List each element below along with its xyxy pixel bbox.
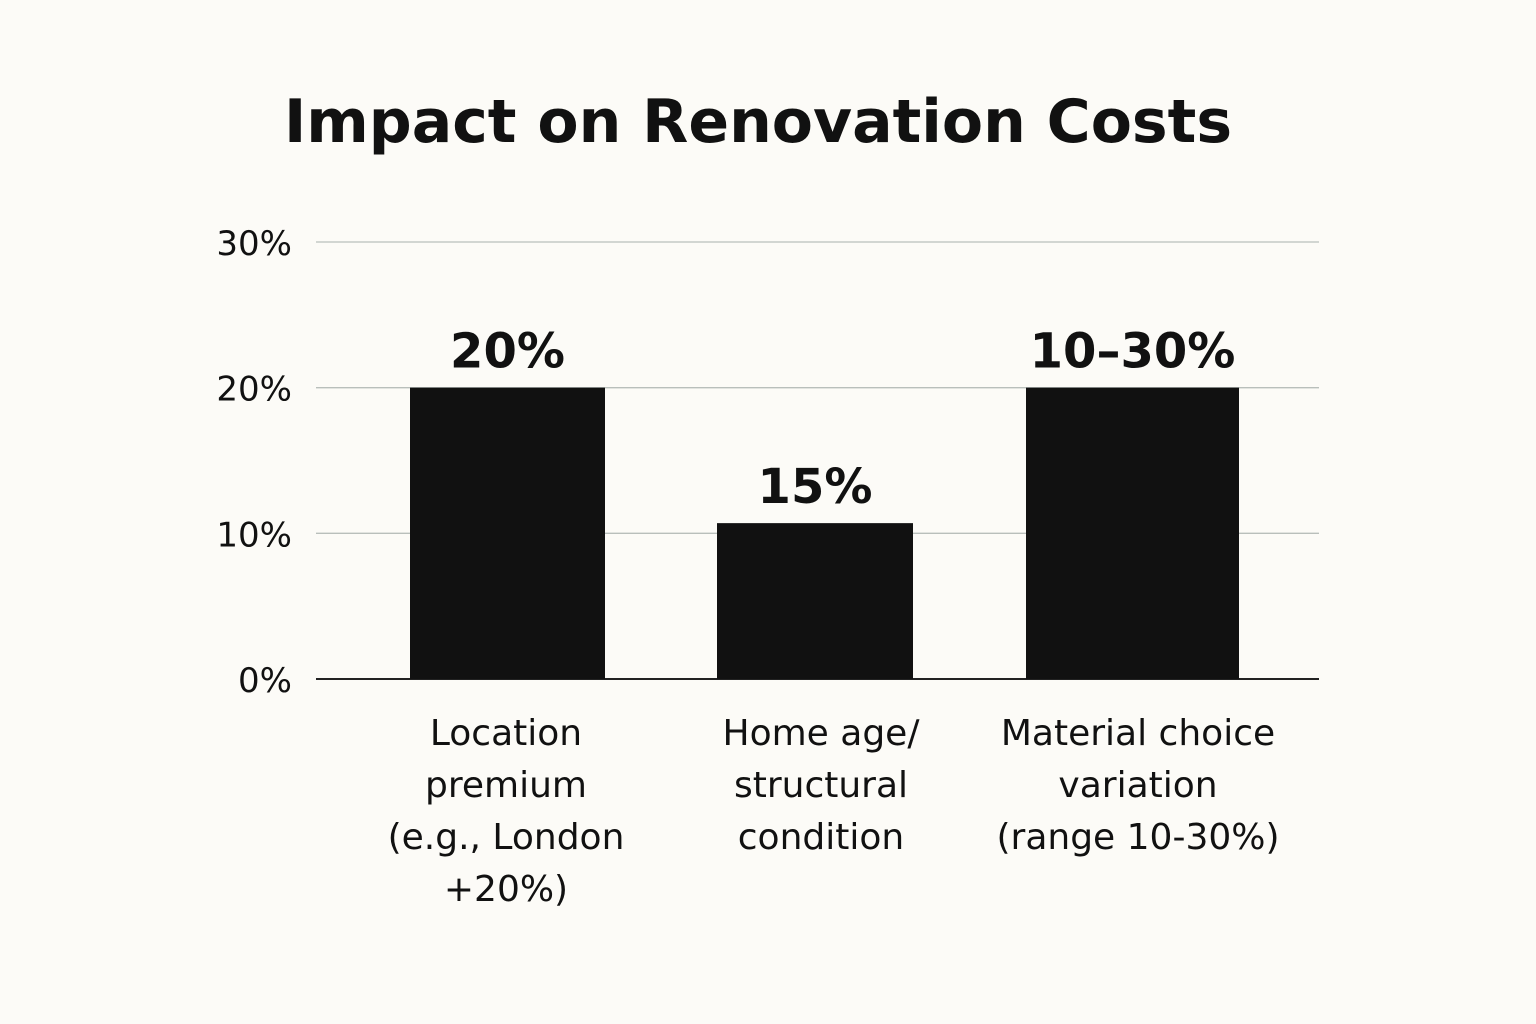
data-label: 20%	[450, 324, 565, 380]
data-label: 15%	[758, 459, 873, 515]
x-tick-label: Location	[430, 713, 582, 754]
y-tick-label: 30%	[216, 224, 292, 264]
y-tick-label: 10%	[216, 515, 292, 555]
data-label: 10–30%	[1030, 324, 1236, 380]
x-tick-label: condition	[738, 817, 904, 858]
x-tick-label: structural	[734, 765, 908, 806]
bar	[717, 523, 913, 679]
chart-title: Impact on Renovation Costs	[284, 87, 1232, 157]
x-tick-label: (range 10-30%)	[996, 817, 1279, 858]
x-tick-label: +20%)	[444, 869, 568, 910]
bar	[1026, 387, 1239, 679]
x-tick-label: variation	[1058, 765, 1217, 806]
y-tick-label: 0%	[238, 661, 292, 701]
y-tick-label: 20%	[216, 370, 292, 410]
x-tick-label: Home age/	[723, 713, 921, 754]
x-tick-label: (e.g., London	[388, 817, 625, 858]
x-tick-label: premium	[425, 765, 587, 806]
x-tick-label: Material choice	[1001, 713, 1275, 754]
bar	[410, 387, 605, 679]
